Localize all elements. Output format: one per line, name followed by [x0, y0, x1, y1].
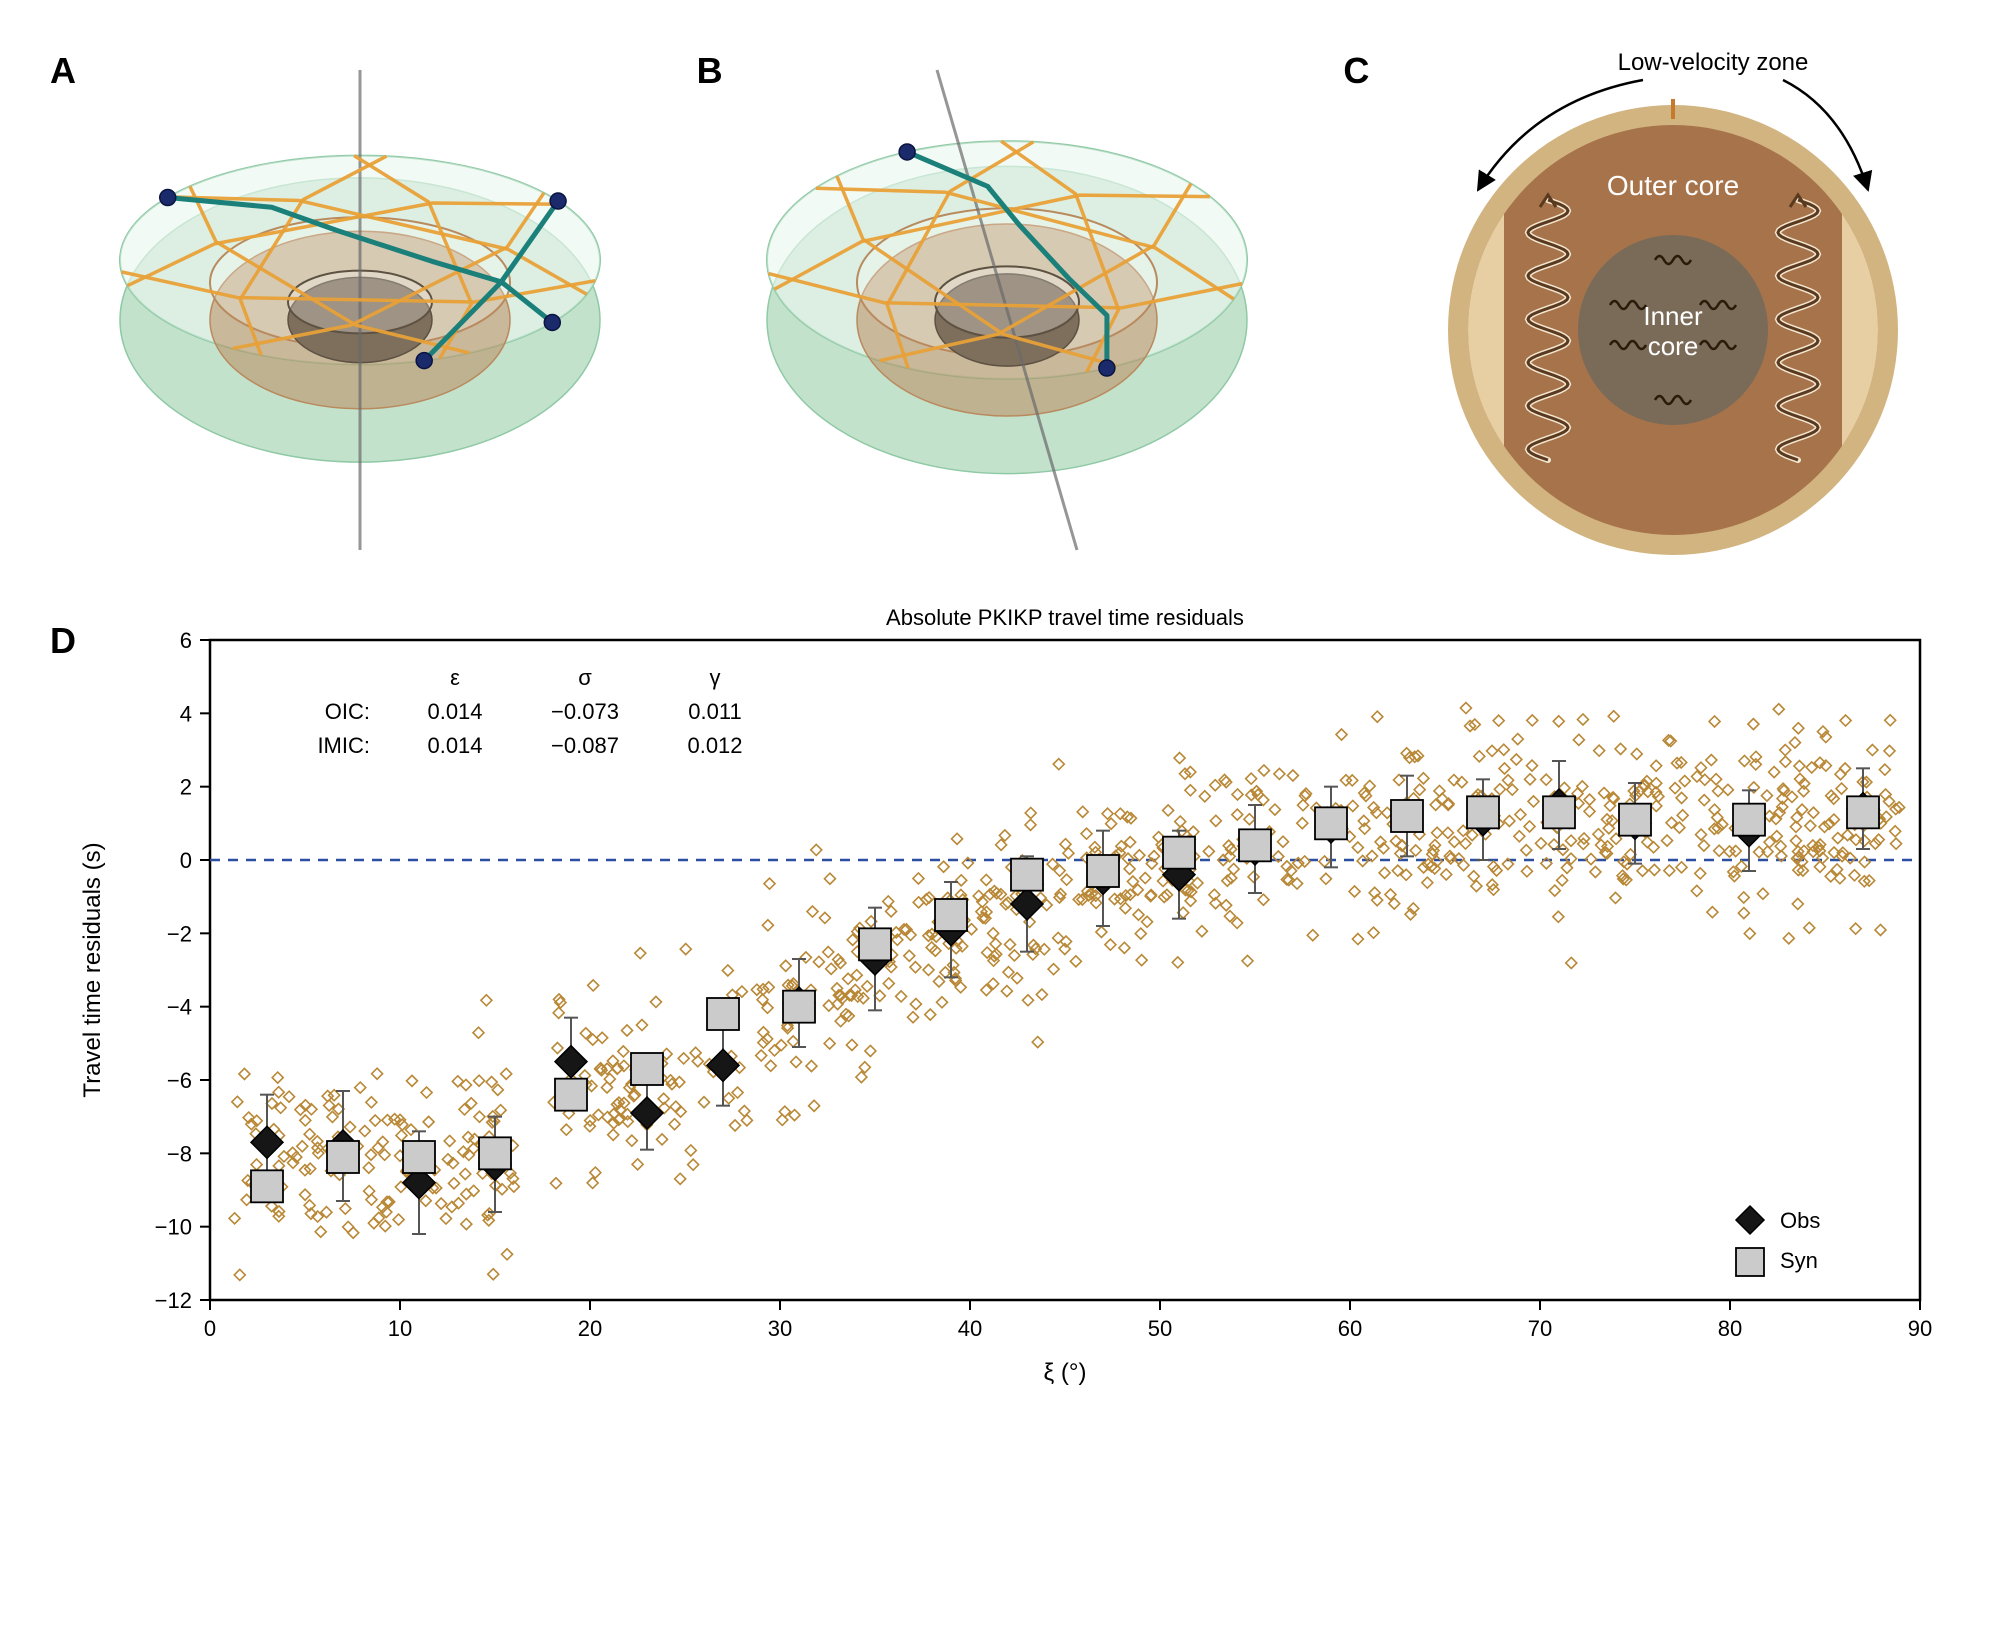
- table-cell: 0.012: [687, 733, 742, 758]
- y-tick-label: −10: [155, 1215, 192, 1240]
- table-col-header: σ: [578, 665, 592, 690]
- panel-label-a: A: [50, 50, 76, 92]
- x-tick-label: 40: [958, 1316, 982, 1341]
- panel-label-d: D: [50, 620, 76, 662]
- y-tick-label: 6: [180, 628, 192, 653]
- x-tick-label: 30: [768, 1316, 792, 1341]
- y-tick-label: −2: [167, 921, 192, 946]
- panel-a: A: [40, 40, 667, 560]
- x-tick-label: 20: [578, 1316, 602, 1341]
- x-tick-label: 80: [1718, 1316, 1742, 1341]
- table-col-header: ε: [450, 665, 460, 690]
- legend-syn: Syn: [1780, 1248, 1818, 1273]
- y-tick-label: −12: [155, 1288, 192, 1313]
- table-cell: 0.011: [688, 699, 741, 724]
- panel-c-diagram: Outer core Innercore Low-velocity zone: [1333, 40, 1953, 560]
- y-tick-label: 2: [180, 775, 192, 800]
- table-cell: 0.014: [427, 733, 482, 758]
- panel-d: D 0 10 20 30 40 50 60 70 80 90 −12 −10 −8 −6 −4 −2 0 2 4 6 ξ…: [40, 580, 1960, 1400]
- y-axis-label: Travel time residuals (s): [79, 842, 106, 1097]
- panel-b-diagram: [687, 40, 1307, 560]
- panel-b: B: [687, 40, 1314, 560]
- lvz-title: Low-velocity zone: [1618, 49, 1809, 76]
- x-tick-label: 0: [204, 1316, 216, 1341]
- panel-c: C Outer core Innercore Low-velocity zone: [1333, 40, 1960, 560]
- x-tick-label: 60: [1338, 1316, 1362, 1341]
- x-tick-label: 70: [1528, 1316, 1552, 1341]
- y-tick-label: 0: [180, 848, 192, 873]
- y-tick-label: −6: [167, 1068, 192, 1093]
- table-cell: 0.014: [427, 699, 482, 724]
- x-axis-label: ξ (°): [1044, 1359, 1087, 1386]
- figure-grid: A B C Outer core Innercore Low-velocity zo…: [40, 40, 1960, 1400]
- table-cell: −0.087: [551, 733, 619, 758]
- y-tick-label: −8: [167, 1141, 192, 1166]
- x-tick-label: 50: [1148, 1316, 1172, 1341]
- table-cell: −0.073: [551, 699, 619, 724]
- inner-core-label: Inner: [1644, 301, 1704, 331]
- x-tick-label: 90: [1908, 1316, 1932, 1341]
- legend-obs: Obs: [1780, 1208, 1820, 1233]
- y-tick-label: −4: [167, 995, 192, 1020]
- x-tick-label: 10: [388, 1316, 412, 1341]
- table-row-label: OIC:: [325, 699, 370, 724]
- panel-label-c: C: [1343, 50, 1369, 92]
- chart-title: Absolute PKIKP travel time residuals: [886, 605, 1244, 630]
- outer-core-label: Outer core: [1607, 170, 1739, 201]
- table-row-label: IMIC:: [317, 733, 370, 758]
- y-tick-label: 4: [180, 701, 192, 726]
- panel-a-diagram: [40, 40, 660, 560]
- panel-d-chart: 0 10 20 30 40 50 60 70 80 90 −12 −10 −8 −6 −4 −2 0 2 4 6 ξ (…: [40, 580, 1960, 1400]
- table-col-header: γ: [710, 665, 721, 690]
- inner-core-label2: core: [1648, 331, 1699, 361]
- panel-label-b: B: [697, 50, 723, 92]
